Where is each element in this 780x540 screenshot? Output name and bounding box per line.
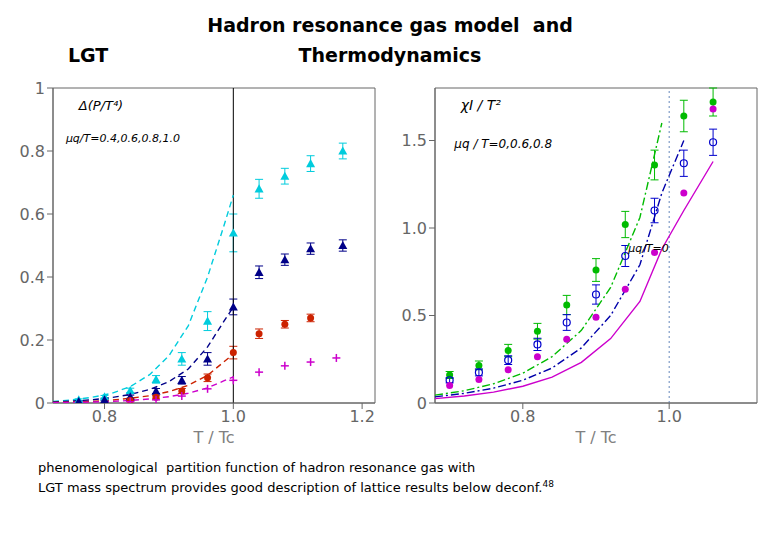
svg-text:1.0: 1.0	[656, 407, 681, 426]
svg-text:0: 0	[35, 394, 45, 413]
svg-text:0: 0	[417, 394, 427, 413]
svg-text:1: 1	[35, 79, 45, 98]
html-text:Δ(P/T⁴): Δ(P/T⁴)	[78, 97, 124, 113]
html-text:LGT: LGT	[68, 44, 109, 66]
svg-text:1.0: 1.0	[402, 219, 427, 238]
svg-text:0.4: 0.4	[20, 268, 45, 287]
svg-text:0.6: 0.6	[20, 205, 45, 224]
html-text:LGT mass spectrum provides goo: LGT mass spectrum provides good descript…	[38, 478, 554, 495]
svg-text:T / Tc: T / Tc	[574, 428, 616, 447]
svg-text:0.8: 0.8	[20, 142, 45, 161]
html-text:μq/T=0: μq/T=0	[628, 241, 669, 255]
svg-text:0.8: 0.8	[92, 407, 117, 426]
svg-text:T / Tc: T / Tc	[192, 428, 234, 447]
svg-text:1.2: 1.2	[349, 407, 374, 426]
svg-text:0.2: 0.2	[20, 331, 45, 350]
svg-text:1.0: 1.0	[221, 407, 246, 426]
html-text:μq / T=0,0.6,0.8: μq / T=0,0.6,0.8	[454, 136, 553, 151]
html-text:χI / T²: χI / T²	[460, 96, 501, 113]
svg-text:0.5: 0.5	[402, 306, 427, 325]
html-text:Hadron resonance gas model and: Hadron resonance gas model and	[207, 14, 573, 36]
svg-text:1.5: 1.5	[402, 131, 427, 150]
svg-text:0.8: 0.8	[510, 407, 535, 426]
html-text:phenomenological partition fun: phenomenological partition function of h…	[38, 460, 476, 475]
html-text:μq/T=0.4,0.6,0.8,1.0: μq/T=0.4,0.6,0.8,1.0	[65, 131, 180, 145]
html-text:Thermodynamics: Thermodynamics	[298, 44, 482, 66]
